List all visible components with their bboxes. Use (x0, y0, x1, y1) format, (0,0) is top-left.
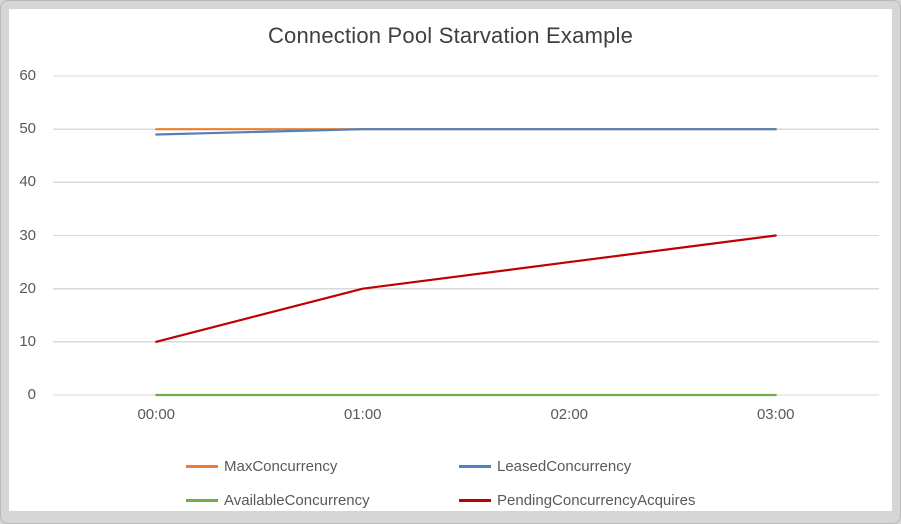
legend-label: MaxConcurrency (224, 457, 338, 475)
y-tick-label-10: 10 (19, 332, 36, 350)
x-tick-label-01:00: 01:00 (343, 406, 382, 423)
x-tick-label-03:00: 03:00 (756, 406, 795, 423)
series-line-PendingConcurrencyAcquires (155, 234, 777, 343)
x-tick-label-00:00: 00:00 (137, 406, 176, 423)
y-tick-label-30: 30 (19, 226, 36, 244)
legend-item-AvailableConcurrency: AvailableConcurrency (186, 491, 459, 509)
y-tick-label-60: 60 (19, 67, 36, 84)
legend-label: PendingConcurrencyAcquires (497, 491, 696, 509)
chart-title: Connection Pool Starvation Example (267, 23, 634, 48)
chart-legend: MaxConcurrency LeasedConcurrency Available… (186, 457, 695, 509)
legend-label: AvailableConcurrency (224, 491, 370, 509)
y-tick-label-50: 50 (19, 120, 36, 138)
legend-item-PendingConcurrencyAcquires: PendingConcurrencyAcquires (459, 491, 695, 509)
chart-panel: Connection Pool Starvation Example 0 10 20… (9, 9, 892, 511)
y-tick-label-0: 0 (27, 386, 36, 403)
legend-line-sample (459, 498, 491, 502)
legend-line-sample (459, 464, 491, 468)
legend-item-LeasedConcurrency: LeasedConcurrency (459, 457, 695, 475)
chart-canvas (53, 75, 879, 397)
y-tick-label-40: 40 (19, 173, 36, 191)
legend-line-sample (186, 498, 218, 502)
legend-line-sample (186, 464, 218, 468)
legend-label: LeasedConcurrency (497, 457, 632, 475)
legend-item-MaxConcurrency: MaxConcurrency (186, 457, 459, 475)
series-line-LeasedConcurrency (155, 128, 777, 136)
y-tick-label-20: 20 (19, 279, 36, 297)
gridlines (53, 75, 879, 396)
x-tick-label-02:00: 02:00 (550, 406, 589, 423)
